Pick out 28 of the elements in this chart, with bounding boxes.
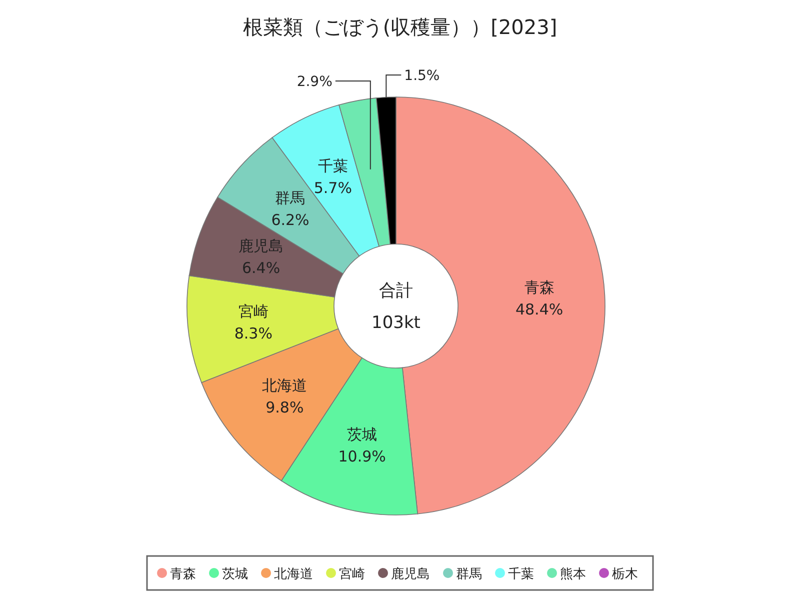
text: 103kt [372,313,421,333]
data-label: 8.3% [234,324,272,342]
slice-label: 北海道 [262,376,308,395]
text: 合計 [379,281,413,301]
slice-label: 宮崎 [238,302,268,320]
slice-label: 青森 [524,278,554,297]
slice-label: 茨城 [347,425,378,444]
legend-label: 群馬 [456,567,482,582]
legend-label: 栃木 [612,567,638,582]
data-label: 9.8% [266,398,304,417]
legend-label: 熊本 [560,567,586,582]
data-label: 2.9% [296,74,332,90]
slice-label: 群馬 [275,189,306,207]
data-label: 6.4% [242,259,280,278]
legend-label: 北海道 [274,567,313,582]
slice-label: 鹿児島 [238,237,284,256]
data-label: 1.5% [404,68,440,84]
legend-label: 青森 [170,567,196,582]
legend-label: 鹿児島 [391,567,430,582]
data-label: 48.4% [515,300,564,319]
legend-label: 千葉 [508,567,534,582]
data-label: 6.2% [271,211,310,229]
legend-label: 茨城 [222,567,248,582]
chart-title: 根菜類（ごぼう(収穫量））[2023] [242,15,558,39]
data-label: 5.7% [314,179,352,198]
slice-label: 千葉 [318,157,348,176]
data-label: 10.9% [338,447,386,466]
legend-label: 宮崎 [339,566,365,582]
